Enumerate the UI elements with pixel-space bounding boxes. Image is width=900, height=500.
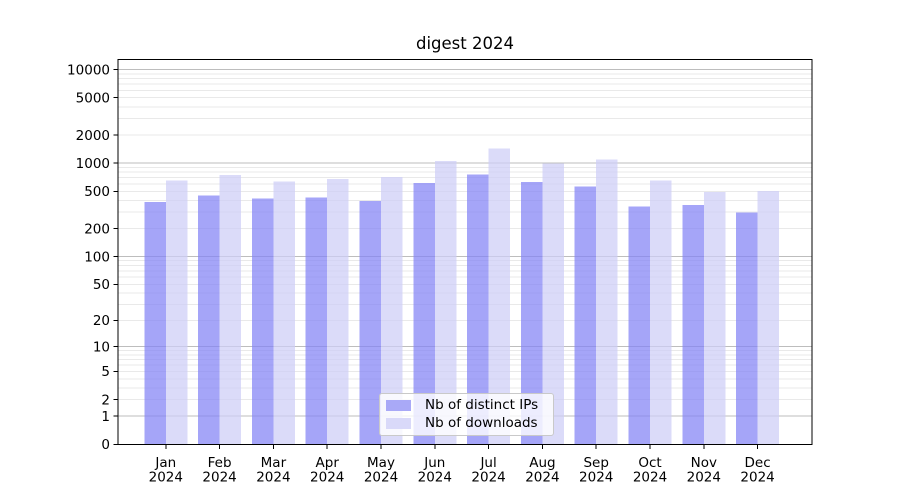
x-tick-label-month: Nov xyxy=(691,455,717,471)
x-tick-label-year: 2024 xyxy=(525,470,559,486)
chart-title: digest 2024 xyxy=(416,34,514,53)
bar-downloads xyxy=(703,192,726,445)
y-tick-label: 0 xyxy=(101,437,110,453)
bar-downloads xyxy=(542,163,564,445)
bar-distinct-ips xyxy=(682,205,704,445)
y-tick-label: 2 xyxy=(101,392,110,408)
y-tick-label: 1 xyxy=(101,409,110,425)
x-tick-label-month: Feb xyxy=(208,455,232,471)
bar-downloads xyxy=(165,180,188,445)
bar-distinct-ips xyxy=(144,201,166,445)
x-tick-label-month: Oct xyxy=(638,455,661,471)
y-tick-label: 5 xyxy=(101,364,110,380)
legend-swatch-distinct-ips xyxy=(386,400,411,412)
bar-downloads xyxy=(434,160,457,445)
x-tick-label-month: Aug xyxy=(529,455,555,471)
x-tick-label-month: Jan xyxy=(154,455,176,471)
y-tick-label: 50 xyxy=(93,277,110,293)
x-tick-label-year: 2024 xyxy=(633,470,667,486)
bar-distinct-ips xyxy=(251,198,274,445)
x-tick-label-month: Mar xyxy=(261,455,287,471)
x-tick-label-year: 2024 xyxy=(471,470,505,486)
x-tick-label-year: 2024 xyxy=(418,470,452,486)
x-tick-label-month: Jul xyxy=(479,455,496,471)
bar-downloads xyxy=(381,176,403,445)
y-tick-label: 500 xyxy=(84,184,110,200)
x-tick-label-year: 2024 xyxy=(256,470,290,486)
bar-distinct-ips xyxy=(628,206,650,445)
x-tick-label-month: Sep xyxy=(583,455,608,471)
bar-downloads xyxy=(219,175,242,445)
x-tick-label-month: Apr xyxy=(316,455,340,471)
x-tick-label-year: 2024 xyxy=(687,470,721,486)
bar-distinct-ips xyxy=(736,212,758,445)
x-tick-label-year: 2024 xyxy=(149,470,183,486)
x-tick-label-month: Jun xyxy=(423,455,445,471)
legend-label-downloads: Nb of downloads xyxy=(425,414,538,431)
bar-downloads xyxy=(650,180,672,445)
bar-downloads xyxy=(488,148,511,445)
legend: Nb of distinct IPs Nb of downloads xyxy=(379,393,554,436)
legend-swatch-downloads xyxy=(386,417,411,429)
legend-item-distinct-ips: Nb of distinct IPs xyxy=(386,398,547,413)
legend-item-downloads: Nb of downloads xyxy=(386,414,547,431)
x-tick-label-year: 2024 xyxy=(740,470,774,486)
x-tick-label-month: May xyxy=(367,455,395,471)
x-tick-label-year: 2024 xyxy=(579,470,613,486)
x-tick-label-year: 2024 xyxy=(202,470,236,486)
bar-downloads xyxy=(596,159,618,445)
x-tick-label-month: Dec xyxy=(745,455,771,471)
y-tick-label: 1000 xyxy=(76,156,110,172)
plot-border xyxy=(117,59,813,445)
bar-distinct-ips xyxy=(359,200,381,445)
x-tick-label-year: 2024 xyxy=(364,470,398,486)
bar-distinct-ips xyxy=(520,181,543,445)
y-tick-label: 100 xyxy=(84,249,110,265)
bar-distinct-ips xyxy=(413,183,435,445)
y-tick-label: 20 xyxy=(93,313,110,329)
bar-distinct-ips xyxy=(305,197,328,445)
bar-downloads xyxy=(327,179,349,445)
y-tick-label: 200 xyxy=(84,221,110,237)
y-tick-label: 10 xyxy=(93,340,110,356)
bar-distinct-ips xyxy=(467,174,489,445)
y-tick-label: 2000 xyxy=(76,128,110,144)
y-tick-label: 10000 xyxy=(67,62,110,78)
legend-label-distinct-ips: Nb of distinct IPs xyxy=(425,397,539,414)
bar-downloads xyxy=(757,190,780,445)
bar-distinct-ips xyxy=(198,195,220,445)
bar-downloads xyxy=(273,181,295,445)
y-tick-label: 5000 xyxy=(76,90,110,106)
bar-distinct-ips xyxy=(574,186,597,445)
x-tick-label-year: 2024 xyxy=(310,470,344,486)
